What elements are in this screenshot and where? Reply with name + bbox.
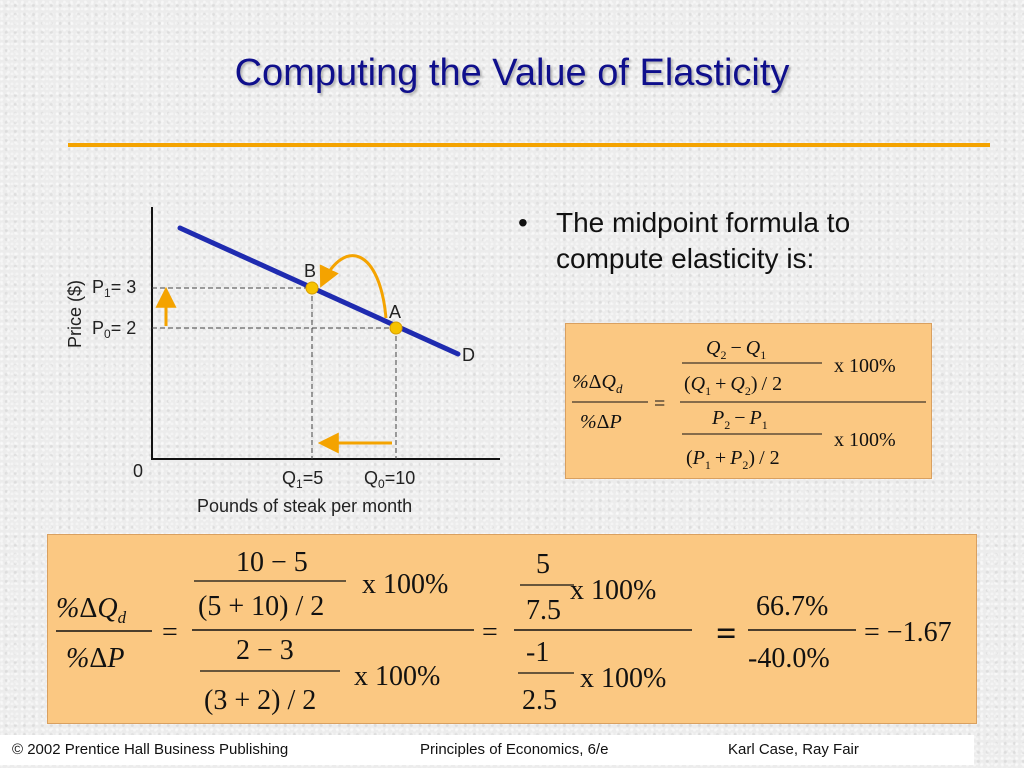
origin-label: 0 xyxy=(133,461,143,481)
calc-den-4: 2.5 xyxy=(522,685,557,716)
calc-result: = −1.67 xyxy=(864,617,952,648)
bullet-text: The midpoint formula to compute elastici… xyxy=(556,207,851,274)
calc-den-5: -40.0% xyxy=(748,643,830,674)
y-axis-label: Price ($) xyxy=(65,280,85,348)
footer-book: Principles of Economics, 6/e xyxy=(420,741,609,758)
calc-num-1: 10 − 5 xyxy=(236,547,308,578)
calc-den-1: (5 + 10) / 2 xyxy=(198,591,324,622)
calculation-box: %ΔQd %ΔP = 10 − 5 (5 + 10) / 2 x 100% 2 … xyxy=(47,534,977,724)
formula-equals: = xyxy=(654,393,665,415)
calc-num-3: 5 xyxy=(536,549,550,580)
calc-equals-1: = xyxy=(162,617,178,648)
title-divider xyxy=(68,143,990,147)
calc-x100-4: x 100% xyxy=(580,663,666,694)
calc-num-2: 2 − 3 xyxy=(236,635,294,666)
formula-x100-bottom: x 100% xyxy=(834,429,896,451)
calc-pct-qd: %ΔQd xyxy=(56,593,127,627)
demand-curve xyxy=(177,225,461,357)
movement-arc-arrow xyxy=(319,254,388,319)
footer-authors: Karl Case, Ray Fair xyxy=(728,741,859,758)
calc-equals-3: = xyxy=(716,613,737,653)
calc-x100-1: x 100% xyxy=(362,569,448,600)
calc-num-5: 66.7% xyxy=(756,591,828,622)
calc-pct-p: %ΔP xyxy=(66,643,124,674)
formula-num-p: P2− P1 xyxy=(711,407,768,432)
point-b xyxy=(305,281,319,295)
formula-x100-top: x 100% xyxy=(834,355,896,377)
point-a xyxy=(389,321,403,335)
footer-copyright: © 2002 Prentice Hall Business Publishing xyxy=(12,741,289,758)
slide-title: Computing the Value of Elasticity xyxy=(234,52,790,94)
calc-den-3: 7.5 xyxy=(526,595,561,626)
x-axis-label: Pounds of steak per month xyxy=(197,496,412,516)
point-a-label: A xyxy=(389,302,401,322)
calc-den-2: (3 + 2) / 2 xyxy=(204,685,316,716)
formula-den-p: (P1 + P2)/ 2 xyxy=(686,447,780,472)
point-b-label: B xyxy=(304,261,316,281)
calc-num-4: -1 xyxy=(526,637,549,668)
tick-label-p1: P1= 3 xyxy=(92,277,136,300)
tick-label-q1: Q1=5 xyxy=(282,468,323,491)
bullet-dot: • xyxy=(518,207,528,238)
formula-num-q: Q2− Q1 xyxy=(706,337,766,362)
formula-den-q: (Q1 + Q2)/ 2 xyxy=(684,373,782,398)
midpoint-formula-box: %ΔQd %ΔP = Q2− Q1 (Q1 + Q2)/ 2 x 100% P2− P1… xyxy=(565,323,932,479)
calc-equals-2: = xyxy=(482,617,498,648)
calc-x100-2: x 100% xyxy=(354,661,440,692)
slide-footer: © 2002 Prentice Hall Business Publishing… xyxy=(0,735,974,765)
formula-pct-qd: %ΔQd xyxy=(572,371,623,396)
demand-graph: B A D 0 Price ($) Pounds of steak per mo… xyxy=(65,207,500,516)
formula-pct-p: %ΔP xyxy=(580,411,622,433)
calc-x100-3: x 100% xyxy=(570,575,656,606)
tick-label-p0: P0= 2 xyxy=(92,318,136,341)
demand-label: D xyxy=(462,345,475,365)
tick-label-q0: Q0=10 xyxy=(364,468,415,491)
